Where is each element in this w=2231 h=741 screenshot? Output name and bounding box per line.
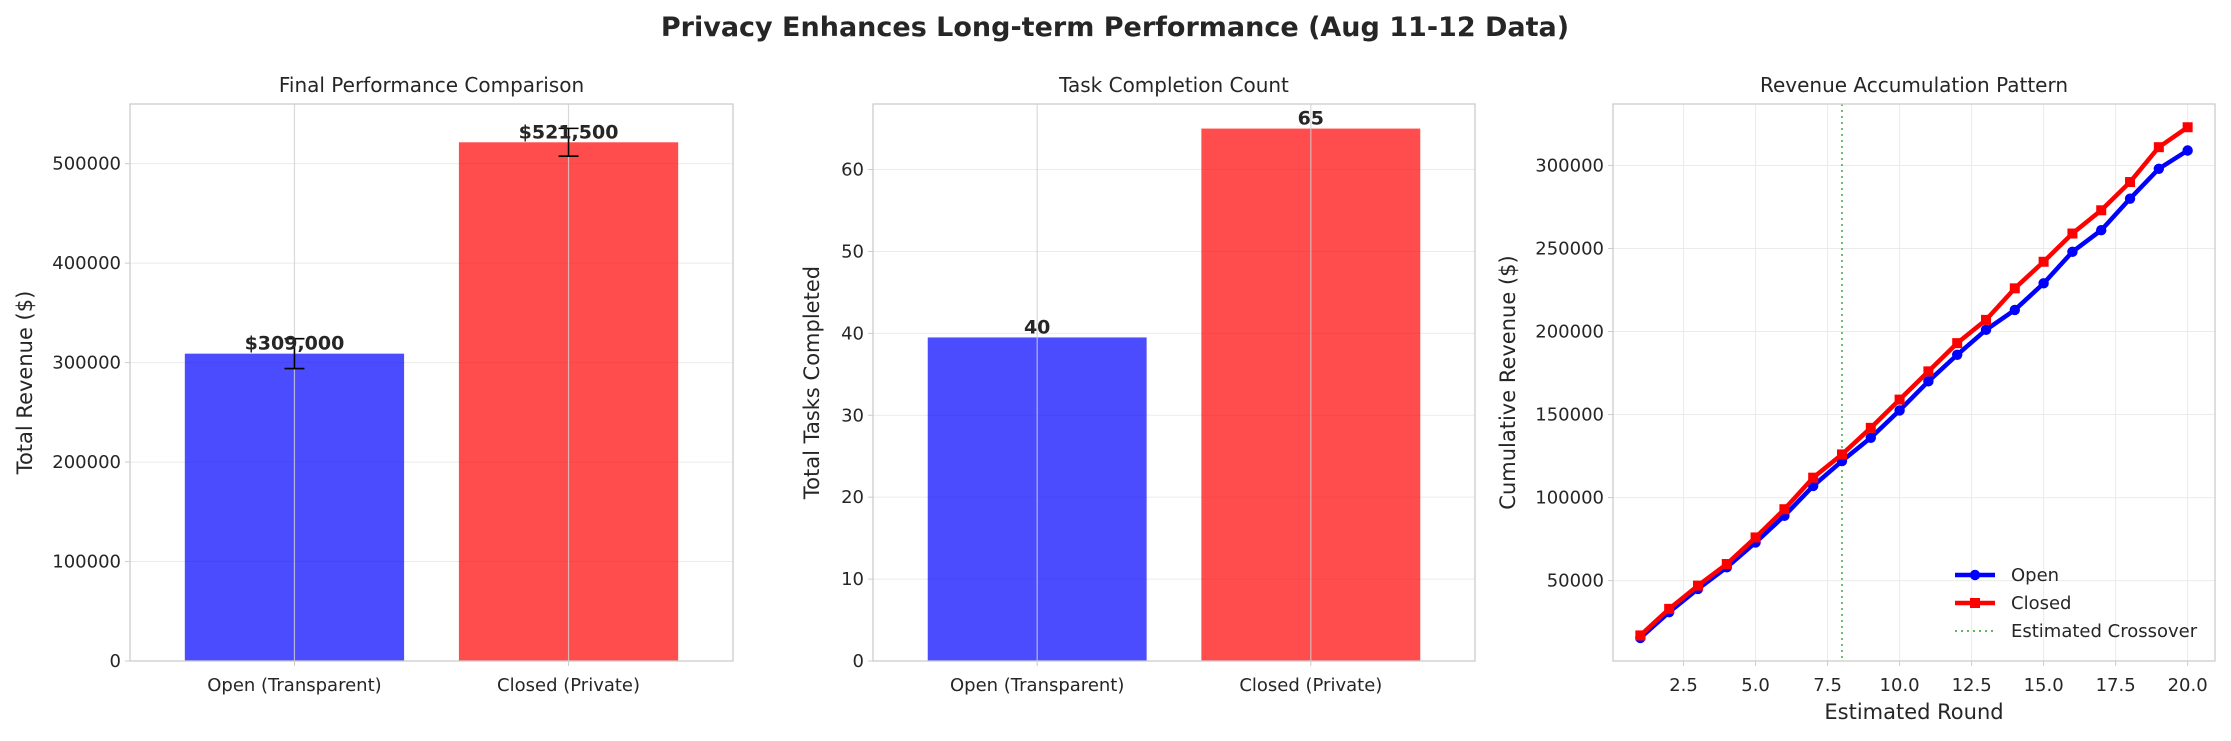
series-point-open bbox=[1923, 376, 1934, 387]
series-point-closed bbox=[1865, 422, 1876, 433]
y-tick-label: 200000 bbox=[1535, 322, 1604, 343]
series-point-open bbox=[2153, 163, 2165, 174]
x-tick-label: Open (Transparent) bbox=[950, 675, 1124, 696]
series-point-closed bbox=[1635, 630, 1646, 641]
series-point-open bbox=[1952, 349, 1963, 360]
legend-marker-1 bbox=[1970, 598, 1980, 608]
series-point-closed bbox=[1808, 472, 1819, 483]
panel-frame bbox=[872, 103, 1476, 662]
panel-revenue-comparison: 0 100000 200000 300000 400000 500000 Open (Tra… bbox=[13, 73, 734, 696]
series-point-open bbox=[2067, 246, 2078, 258]
x-tick-label: 12.5 bbox=[1952, 675, 1992, 696]
series-point-closed bbox=[2038, 256, 2049, 267]
series-point-closed bbox=[1664, 603, 1675, 614]
x-tick-label: 2.5 bbox=[1669, 675, 1698, 696]
y-tick-label: 10 bbox=[841, 569, 864, 590]
y-tick-label: 50 bbox=[841, 241, 864, 262]
series-point-closed bbox=[1981, 314, 1992, 325]
legend-label-0: Open bbox=[2011, 565, 2059, 586]
series-point-closed bbox=[1894, 394, 1905, 405]
bar-value-label-0: 40 bbox=[1024, 316, 1050, 338]
series-point-closed bbox=[2182, 122, 2193, 133]
legend-label-1: Closed bbox=[2011, 593, 2071, 614]
y-tick-label: 300000 bbox=[1535, 155, 1604, 176]
series-point-closed bbox=[1721, 559, 1732, 570]
x-tick-label: 15.0 bbox=[2024, 675, 2064, 696]
y-tick-label: 0 bbox=[110, 651, 121, 672]
legend-label-2: Estimated Crossover bbox=[2011, 621, 2198, 642]
legend-marker-0 bbox=[1969, 569, 1981, 581]
x-tick-label: 7.5 bbox=[1813, 675, 1842, 696]
series-point-open bbox=[2182, 145, 2193, 156]
x-tick-label: 20.0 bbox=[2168, 675, 2208, 696]
series-point-closed bbox=[1779, 504, 1790, 515]
series-point-open bbox=[1980, 324, 1992, 336]
panel-title: Final Performance Comparison bbox=[279, 73, 584, 97]
series-point-open bbox=[2038, 278, 2049, 289]
y-tick-label: 200000 bbox=[52, 452, 121, 473]
series-point-open bbox=[1865, 432, 1876, 444]
legend: Open Closed Estimated Crossover bbox=[1955, 565, 2198, 642]
x-axis-label: Estimated Round bbox=[1824, 700, 2003, 724]
series-point-closed bbox=[2125, 177, 2136, 188]
y-tick-label: 500000 bbox=[52, 154, 121, 175]
series-point-closed bbox=[2067, 228, 2078, 239]
y-tick-label: 40 bbox=[841, 323, 864, 344]
series-point-closed bbox=[2153, 142, 2164, 153]
bar-value-label-0: $309,000 bbox=[245, 333, 345, 355]
y-tick-label: 0 bbox=[853, 651, 864, 672]
bar-value-label-1: $521,500 bbox=[519, 121, 619, 143]
y-tick-label: 30 bbox=[841, 405, 864, 426]
series-point-closed bbox=[1750, 532, 1761, 543]
x-tick-label: 5.0 bbox=[1741, 675, 1770, 696]
panel-title: Task Completion Count bbox=[1058, 73, 1289, 97]
panel-frame bbox=[129, 103, 734, 662]
y-axis-label: Total Revenue ($) bbox=[13, 291, 37, 476]
y-tick-label: 150000 bbox=[1535, 405, 1604, 426]
series-point-closed bbox=[1923, 366, 1934, 377]
y-axis-label: Total Tasks Completed bbox=[800, 266, 824, 500]
panel-frame bbox=[1612, 103, 2216, 662]
series-point-closed bbox=[1952, 338, 1963, 349]
y-tick-label: 20 bbox=[841, 487, 864, 508]
x-tick-label: 10.0 bbox=[1880, 675, 1920, 696]
series-point-open bbox=[2009, 304, 2021, 316]
series-point-closed bbox=[2009, 283, 2020, 294]
panel-revenue-accumulation: 50000 100000 150000 200000 250000 300000 2.5 5.… bbox=[1496, 73, 2216, 724]
series-point-open bbox=[2124, 193, 2136, 204]
x-tick-label: 17.5 bbox=[2096, 675, 2136, 696]
panel-task-completion: 0 10 20 30 40 50 60 Open (Transparent) Closed (P… bbox=[800, 73, 1476, 696]
x-tick-label: Closed (Private) bbox=[497, 675, 640, 696]
figure-title: Privacy Enhances Long-term Performance (… bbox=[661, 12, 1569, 43]
series-point-closed bbox=[1836, 449, 1847, 460]
series-point-closed bbox=[2096, 205, 2107, 216]
series-point-closed bbox=[1692, 580, 1703, 591]
y-tick-label: 250000 bbox=[1535, 238, 1604, 259]
panel-title: Revenue Accumulation Pattern bbox=[1760, 73, 2068, 97]
y-tick-label: 50000 bbox=[1547, 571, 1604, 592]
series-point-open bbox=[1894, 405, 1905, 416]
series-point-open bbox=[2096, 225, 2107, 236]
x-tick-label: Open (Transparent) bbox=[207, 675, 381, 696]
y-tick-label: 60 bbox=[841, 160, 864, 181]
y-tick-label: 100000 bbox=[1535, 488, 1604, 509]
y-tick-label: 400000 bbox=[52, 253, 121, 274]
y-axis-label: Cumulative Revenue ($) bbox=[1496, 255, 1520, 509]
bar-value-label-1: 65 bbox=[1298, 108, 1324, 130]
y-tick-label: 300000 bbox=[52, 353, 121, 374]
y-tick-label: 100000 bbox=[52, 552, 121, 573]
x-tick-label: Closed (Private) bbox=[1239, 675, 1382, 696]
